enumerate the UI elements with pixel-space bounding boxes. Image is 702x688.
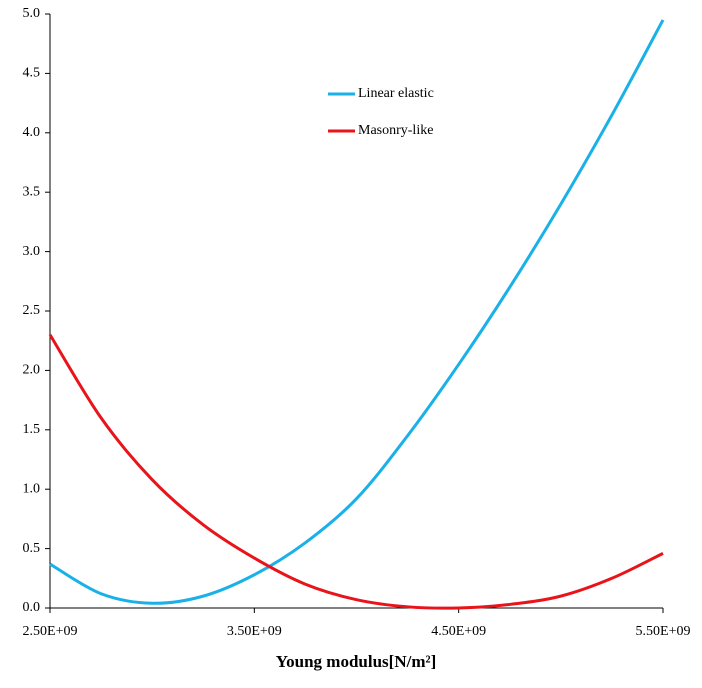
y-tick-label: 1.0 bbox=[23, 481, 41, 496]
legend-label: Masonry-like bbox=[358, 123, 433, 138]
y-tick-label: 4.5 bbox=[23, 66, 41, 81]
y-tick-label: 5.0 bbox=[23, 6, 41, 21]
y-tick-label: 1.5 bbox=[23, 422, 41, 437]
y-tick-label: 3.5 bbox=[23, 184, 41, 199]
x-tick-label: 4.50E+09 bbox=[431, 624, 486, 639]
y-tick-label: 0.5 bbox=[23, 541, 41, 556]
series-line bbox=[48, 333, 664, 610]
x-axis-label: Young modulus[N/m²] bbox=[276, 652, 437, 671]
y-tick-label: 2.5 bbox=[23, 303, 41, 318]
y-tick-label: 0.0 bbox=[23, 600, 41, 615]
legend-label: Linear elastic bbox=[358, 86, 434, 101]
x-tick-label: 3.50E+09 bbox=[227, 624, 282, 639]
series-line bbox=[49, 19, 665, 605]
x-tick-label: 2.50E+09 bbox=[23, 624, 78, 639]
x-tick-label: 5.50E+09 bbox=[636, 624, 691, 639]
y-tick-label: 2.0 bbox=[23, 363, 41, 378]
y-tick-label: 3.0 bbox=[23, 244, 41, 259]
y-tick-label: 4.0 bbox=[23, 125, 41, 140]
